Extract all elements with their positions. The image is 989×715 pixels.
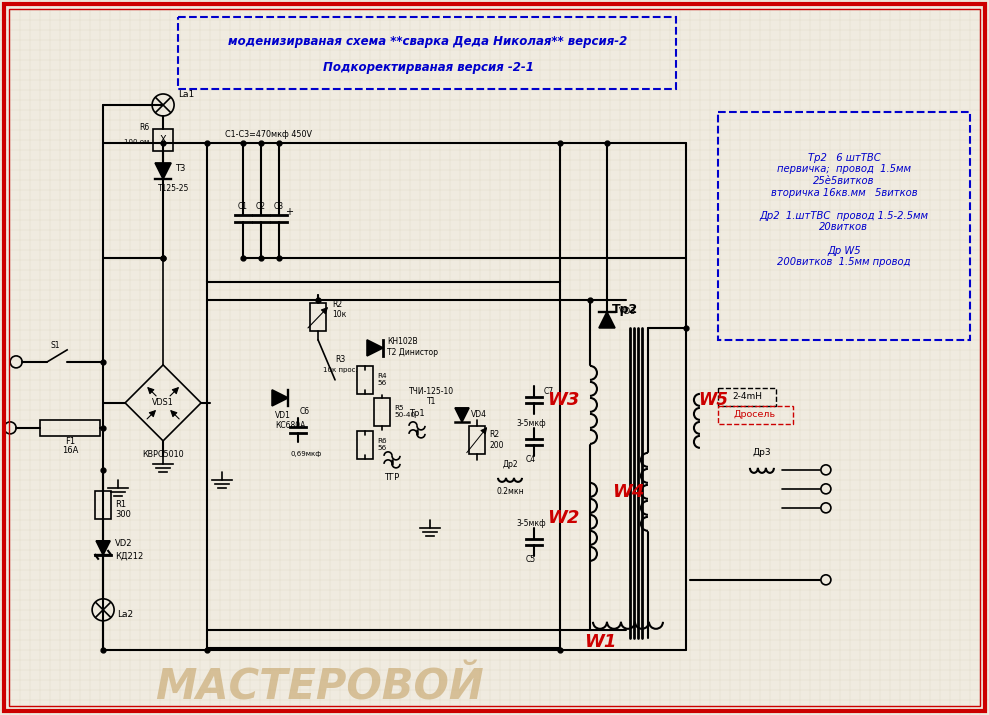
Text: T3: T3 (175, 164, 186, 174)
Text: R3: R3 (335, 355, 345, 365)
Text: 3-5мкф: 3-5мкф (516, 420, 546, 428)
Text: 10к прос.: 10к прос. (322, 367, 357, 373)
Text: W5: W5 (698, 391, 728, 409)
Text: W2: W2 (547, 509, 580, 527)
Bar (718, 406, 793, 424)
Text: 300: 300 (115, 511, 131, 519)
Text: C1-C3=470мкф 450V: C1-C3=470мкф 450V (225, 130, 313, 139)
Text: Др2: Др2 (502, 460, 518, 469)
Text: R1: R1 (115, 500, 127, 509)
Polygon shape (367, 340, 383, 356)
Text: VD2: VD2 (115, 539, 133, 548)
Text: 16А: 16А (62, 446, 78, 455)
Text: +: + (285, 207, 293, 217)
Bar (469, 426, 485, 454)
Bar (718, 112, 970, 340)
Text: КД212: КД212 (115, 551, 143, 561)
Text: Подкоректирваная версия -2-1: Подкоректирваная версия -2-1 (322, 61, 533, 74)
Text: VD3: VD3 (619, 307, 637, 317)
Text: T125-25: T125-25 (158, 184, 190, 194)
Text: R6
56: R6 56 (377, 438, 387, 451)
Text: F1: F1 (65, 438, 75, 446)
Text: S1: S1 (50, 341, 60, 350)
Text: Тр2   6 штТВС
первичка;  провод  1.5мм
25ѐ5витков
вторичка 16кв.мм   5витков

Др: Тр2 6 штТВС первичка; провод 1.5мм 25ѐ5в… (760, 153, 929, 267)
Text: ТЧИ-125-10: ТЧИ-125-10 (409, 388, 455, 396)
Text: КН102В: КН102В (387, 337, 417, 346)
Polygon shape (272, 390, 288, 406)
Text: КС680А: КС680А (275, 421, 306, 430)
Text: R4
56: R4 56 (377, 373, 387, 386)
Bar (357, 366, 373, 394)
Bar (207, 282, 560, 648)
Text: КBPC5010: КBPC5010 (142, 450, 184, 459)
Text: C3: C3 (274, 202, 284, 212)
Text: R6: R6 (138, 124, 149, 132)
Text: C5: C5 (526, 556, 536, 564)
Bar (95, 491, 111, 519)
Text: VDS1: VDS1 (152, 398, 174, 408)
Text: Тр1: Тр1 (409, 410, 425, 418)
Text: C7: C7 (544, 388, 554, 396)
Text: 3-5мкф: 3-5мкф (516, 519, 546, 528)
Text: 100 ом: 100 ом (124, 139, 149, 145)
Text: La1: La1 (178, 91, 195, 99)
Polygon shape (599, 312, 615, 328)
Text: C1: C1 (238, 202, 248, 212)
Text: X: X (160, 135, 166, 145)
Polygon shape (96, 541, 110, 555)
Polygon shape (455, 408, 469, 422)
Text: R2: R2 (332, 300, 342, 310)
Text: Тр2: Тр2 (612, 303, 638, 317)
Bar (357, 431, 373, 459)
Text: La2: La2 (117, 611, 134, 619)
Text: МАСТЕРОВОЙ: МАСТЕРОВОЙ (155, 667, 484, 709)
Text: 0.2мкн: 0.2мкн (496, 488, 524, 496)
Text: Т2 Динистор: Т2 Динистор (387, 348, 438, 358)
Text: 10к: 10к (332, 310, 346, 320)
Text: C2: C2 (256, 202, 266, 212)
Text: C6: C6 (300, 408, 311, 416)
Text: VD1: VD1 (275, 411, 291, 420)
Text: R2: R2 (489, 430, 499, 440)
Bar (718, 388, 776, 406)
Text: 200: 200 (489, 441, 503, 450)
Bar (178, 17, 675, 89)
Bar (153, 129, 173, 151)
Text: Др3: Др3 (753, 448, 771, 458)
Text: Т1: Т1 (427, 398, 437, 406)
Bar (311, 303, 326, 332)
Text: W1: W1 (584, 633, 616, 651)
Text: 2-4mH: 2-4mH (732, 393, 762, 401)
Text: VD4: VD4 (471, 410, 487, 420)
Text: моденизирваная схема **сварка Деда Николая** версия-2: моденизирваная схема **сварка Деда Никол… (228, 36, 628, 49)
Bar (374, 398, 390, 426)
Bar (41, 420, 100, 436)
Text: Дросель: Дросель (734, 410, 776, 420)
Polygon shape (155, 163, 171, 179)
Text: C4: C4 (526, 455, 536, 464)
Text: 0,69мкф: 0,69мкф (290, 451, 321, 457)
Text: W4: W4 (612, 483, 644, 500)
Text: ТГР: ТГР (385, 473, 400, 483)
Text: W3: W3 (547, 391, 580, 409)
Text: R5
50-40: R5 50-40 (394, 405, 415, 418)
